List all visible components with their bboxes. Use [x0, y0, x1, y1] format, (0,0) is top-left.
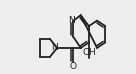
Text: N: N: [68, 16, 75, 25]
Text: N: N: [51, 43, 58, 52]
Text: OH: OH: [82, 48, 96, 57]
Text: O: O: [69, 62, 76, 71]
